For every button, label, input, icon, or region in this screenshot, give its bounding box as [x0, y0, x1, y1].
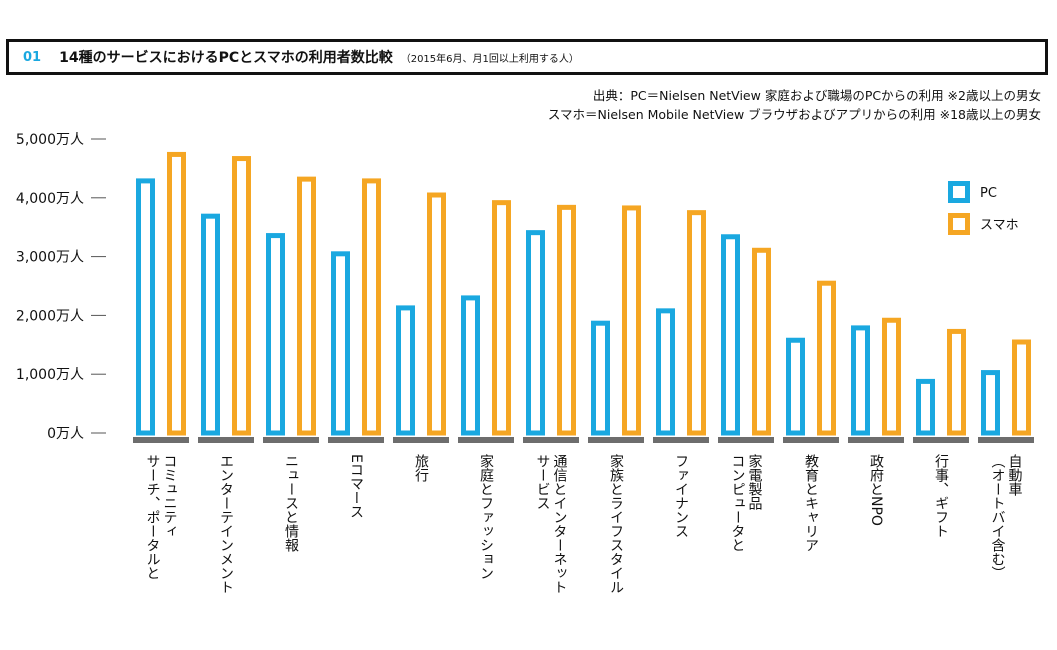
bar-smartphone	[167, 151, 186, 436]
category-base-bar	[458, 437, 514, 443]
x-category-label: Eコマース	[348, 454, 364, 519]
x-category-label: 家庭とファッション	[478, 453, 494, 580]
category-base-bar	[393, 437, 449, 443]
bar-pc	[981, 370, 1000, 436]
bar-smartphone	[752, 247, 771, 436]
x-category-label: ファイナンス	[673, 454, 689, 538]
chart-number: 01	[23, 49, 42, 65]
x-category-label: サーチ、ポータルと	[145, 454, 161, 580]
category-base-bar	[588, 437, 644, 443]
category-base-bar	[523, 437, 579, 443]
bar-smartphone	[427, 192, 446, 436]
y-tick-label: 5,000万人	[16, 132, 84, 148]
legend-pc-label: PC	[980, 186, 997, 201]
category-base-bar	[783, 437, 839, 443]
bar-smartphone	[1012, 339, 1031, 436]
x-category-label: 家族とライフスタイル	[608, 453, 624, 594]
category-base-bar	[653, 437, 709, 443]
source-line-smartphone: スマホ＝Nielsen Mobile NetView ブラウザおよびアプリからの…	[547, 107, 1041, 122]
bar-pc	[721, 234, 740, 436]
chart-title-box: 01 14種のサービスにおけるPCとスマホの利用者数比較 （2015年6月、月1…	[6, 39, 1048, 75]
bar-pc	[201, 213, 220, 436]
bar-pc	[591, 320, 610, 436]
source-line-pc: 出典：PC＝Nielsen NetView 家庭および職場のPCからの利用 ※2…	[592, 88, 1041, 103]
bar-smartphone	[817, 280, 836, 436]
bar-smartphone	[362, 178, 381, 436]
x-category-label: ニュースと情報	[283, 454, 299, 552]
x-category-label: 旅行	[413, 454, 429, 483]
bar-smartphone	[232, 156, 251, 436]
category-base-bar	[263, 437, 319, 443]
chart-title: 14種のサービスにおけるPCとスマホの利用者数比較	[59, 50, 393, 66]
chart-subtitle: （2015年6月、月1回以上利用する人）	[400, 53, 579, 65]
bar-smartphone	[492, 200, 511, 436]
x-category-label: 通信とインターネット	[552, 454, 568, 594]
category-base-bar	[718, 437, 774, 443]
category-base-bar	[978, 437, 1034, 443]
category-base-bar	[848, 437, 904, 443]
x-category-label: サービス	[535, 454, 551, 510]
bar-smartphone	[297, 176, 316, 436]
bar-smartphone	[882, 317, 901, 436]
bar-pc	[396, 305, 415, 436]
y-tick-label: 4,000万人	[16, 191, 84, 207]
x-category-label: 政府とNPO	[868, 454, 884, 526]
bar-smartphone	[687, 210, 706, 436]
x-category-label: コミュニティ	[162, 454, 178, 538]
bar-smartphone	[557, 204, 576, 436]
x-category-label: 家電製品	[747, 453, 763, 510]
bar-pc	[461, 295, 480, 436]
x-category-label: 行事、ギフト	[933, 454, 949, 538]
bar-pc	[136, 178, 155, 436]
legend-pc-swatch	[948, 181, 970, 203]
legend-smartphone-label: スマホ	[980, 218, 1019, 233]
category-base-bar	[328, 437, 384, 443]
x-category-label: （オートバイ含む）	[990, 454, 1006, 580]
x-category-label: コンピュータと	[730, 454, 746, 552]
category-base-bar	[198, 437, 254, 443]
bar-pc	[656, 308, 675, 436]
bar-pc	[916, 378, 935, 436]
bar-pc	[266, 233, 285, 436]
y-tick-label: 0万人	[47, 426, 84, 442]
category-base-bar	[913, 437, 969, 443]
source-note: 出典：PC＝Nielsen NetView 家庭および職場のPCからの利用 ※2…	[548, 86, 1041, 124]
bar-smartphone	[947, 328, 966, 436]
bar-pc	[526, 230, 545, 436]
x-category-label: 自動車	[1007, 454, 1023, 496]
legend-smartphone-swatch	[948, 213, 970, 235]
x-category-label: 教育とキャリア	[803, 454, 819, 552]
x-category-label: エンターテインメント	[218, 454, 234, 594]
y-tick-label: 2,000万人	[16, 308, 84, 324]
bar-pc	[786, 337, 805, 436]
bar-pc	[331, 251, 350, 436]
category-base-bar	[133, 437, 189, 443]
bar-smartphone	[622, 205, 641, 436]
bar-pc	[851, 325, 870, 436]
y-tick-label: 1,000万人	[16, 367, 84, 383]
y-tick-label: 3,000万人	[16, 250, 84, 266]
